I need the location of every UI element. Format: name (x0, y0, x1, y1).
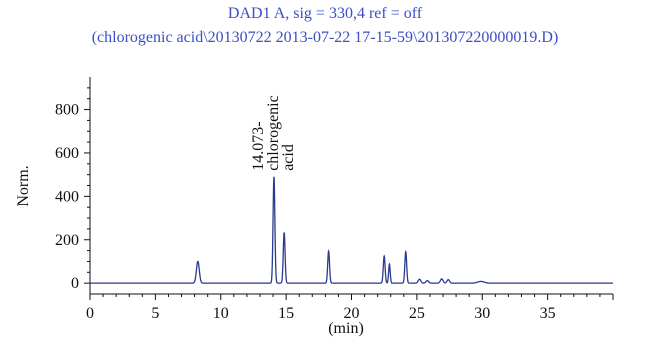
x-tick-label: 35 (540, 305, 556, 322)
chart-subtitle: (chlorogenic acid\20130722 2013-07-22 17… (92, 29, 559, 46)
x-tick-label: 5 (151, 305, 159, 322)
y-tick-label: 600 (55, 145, 79, 162)
peak-annotation-line: chlorogenic (265, 95, 282, 171)
x-tick-label: 20 (344, 305, 360, 322)
x-axis-label: (min) (328, 320, 364, 337)
peak-annotation-line: acid (280, 144, 297, 171)
y-axis-label: Norm. (15, 165, 32, 206)
x-tick-label: 10 (213, 305, 229, 322)
y-tick-label: 800 (55, 102, 79, 119)
y-axis-ticks: 0 200 400 600 800 (55, 87, 90, 292)
peak-annotation-line: 14.073- (250, 121, 267, 170)
x-tick-label: 0 (86, 305, 94, 322)
x-tick-label: 15 (278, 305, 294, 322)
y-tick-label: 200 (55, 232, 79, 249)
x-tick-label: 25 (409, 305, 425, 322)
chart-title: DAD1 A, sig = 330,4 ref = off (228, 5, 423, 22)
plot-area: 0 5 10 15 20 25 30 35 0 200 400 600 800 14.073-chlo… (55, 77, 614, 322)
y-tick-label: 400 (55, 188, 79, 205)
y-tick-label: 0 (71, 275, 79, 292)
x-tick-label: 30 (474, 305, 490, 322)
x-axis-ticks: 0 5 10 15 20 25 30 35 (86, 294, 614, 322)
chromatogram-trace (90, 176, 613, 284)
